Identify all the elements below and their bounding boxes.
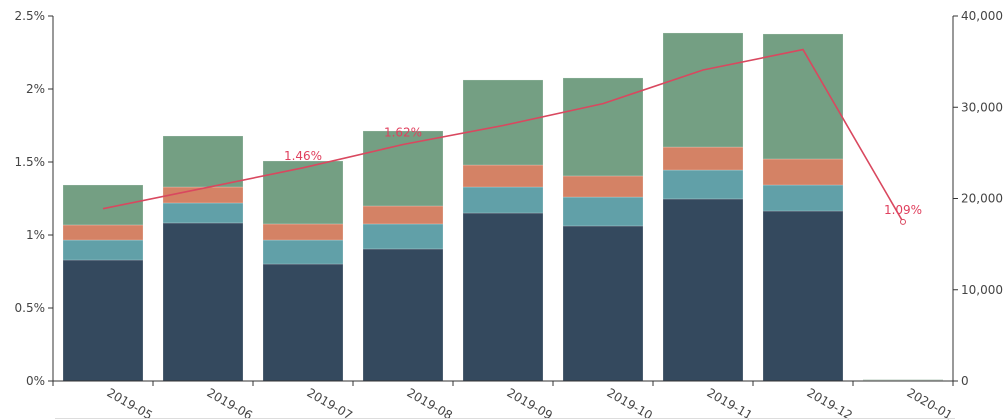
left-axis-label: 2.5% <box>15 9 46 23</box>
bar-segment-2019-12-s2 <box>762 158 844 186</box>
bar-segment-2019-11-s1 <box>662 169 744 200</box>
bar-segment-2019-08-s0 <box>362 248 444 382</box>
bar-segment-2019-12-s1 <box>762 184 844 212</box>
right-axis-label: 40,000 <box>961 9 1003 23</box>
bar-segment-2019-06-s0 <box>162 222 244 382</box>
x-axis-label: 2019-12 <box>805 385 855 420</box>
bar-segment-2019-09-s3 <box>462 79 544 166</box>
bar-segment-2019-12-s0 <box>762 210 844 382</box>
bar-segment-2019-06-s3 <box>162 135 244 188</box>
right-axis-label: 10,000 <box>961 283 1003 297</box>
left-axis-label: 0% <box>26 374 45 388</box>
right-axis-label: 0 <box>961 374 969 388</box>
bar-segment-2019-09-s0 <box>462 212 544 382</box>
left-axis-label: 1.5% <box>15 155 46 169</box>
bar-segment-2019-11-s2 <box>662 146 744 171</box>
bar-segment-2019-06-s2 <box>162 186 244 204</box>
bar-segment-2019-08-s2 <box>362 205 444 225</box>
bar-segment-2019-05-s2 <box>62 224 144 241</box>
x-axis-label: 2020-01 <box>905 385 955 420</box>
bar-segment-2019-11-s3 <box>662 32 744 148</box>
left-axis-label: 1% <box>26 228 45 242</box>
rate-line <box>102 48 904 223</box>
x-axis-label: 2019-05 <box>105 385 155 420</box>
bar-segment-2019-10-s3 <box>562 77 644 177</box>
x-axis-label: 2019-08 <box>405 385 455 420</box>
bar-segment-2019-07-s3 <box>262 160 344 225</box>
bar-segment-2019-08-s3 <box>362 130 444 207</box>
bar-segment-2019-10-s2 <box>562 175 644 198</box>
x-axis-label: 2019-09 <box>505 385 555 420</box>
bar-segment-2020-01-s3 <box>862 379 944 381</box>
bar-segment-2019-11-s0 <box>662 198 744 382</box>
right-axis-label: 20,000 <box>961 192 1003 206</box>
bar-segment-2019-09-s2 <box>462 164 544 188</box>
bar-segment-2019-09-s1 <box>462 186 544 214</box>
rate-label-2020-01: 1.09% <box>884 203 922 217</box>
bar-segment-2019-10-s0 <box>562 225 644 382</box>
x-axis-label: 2019-11 <box>705 385 755 420</box>
left-axis-label: 2% <box>26 82 45 96</box>
bar-segment-2019-06-s1 <box>162 202 244 224</box>
rate-label-2019-08: 1.62% <box>384 125 422 139</box>
bar-segment-2019-05-s3 <box>62 184 144 226</box>
bar-segment-2019-07-s2 <box>262 223 344 241</box>
rate-label-2019-07: 1.46% <box>284 149 322 163</box>
bar-segment-2019-05-s0 <box>62 259 144 382</box>
x-axis-label: 2019-10 <box>605 385 655 420</box>
right-axis-label: 30,000 <box>961 100 1003 114</box>
bar-segment-2019-05-s1 <box>62 239 144 261</box>
bar-segment-2019-08-s1 <box>362 223 444 250</box>
bar-segment-2019-10-s1 <box>562 196 644 227</box>
bar-segment-2019-07-s1 <box>262 239 344 265</box>
left-axis-label: 0.5% <box>15 301 46 315</box>
rate-point-2020-01 <box>900 218 906 225</box>
bar-segment-2019-07-s0 <box>262 263 344 382</box>
x-axis-label: 2019-06 <box>205 385 255 420</box>
x-axis-label: 2019-07 <box>305 385 355 420</box>
